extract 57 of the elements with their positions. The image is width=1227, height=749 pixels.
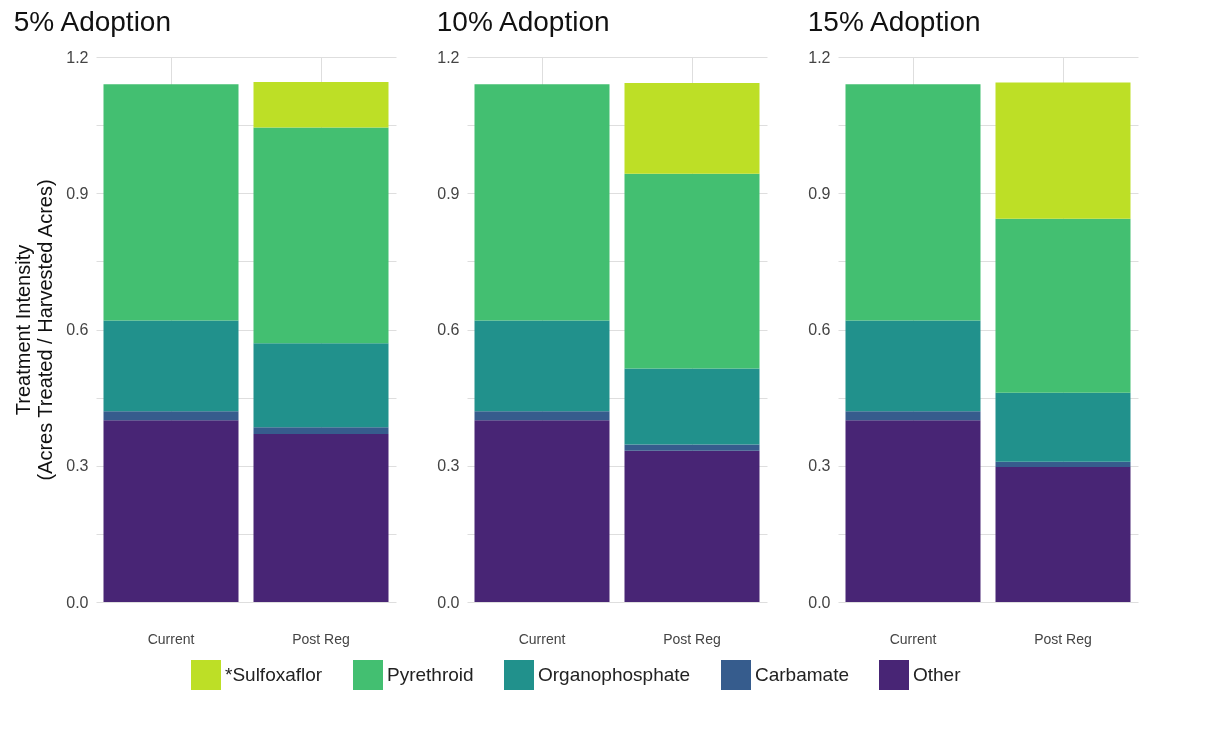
chart-title: 15% Adoption [807, 6, 981, 37]
legend-label: Other [913, 664, 962, 685]
chart-title: 10% Adoption [436, 6, 610, 37]
bar [624, 444, 760, 451]
y-tick-label: 0.9 [808, 184, 831, 202]
legend-label: Pyrethroid [387, 664, 474, 685]
bar [474, 84, 610, 321]
y-tick-label: 0.0 [437, 593, 460, 611]
y-tick-label: 0.0 [66, 593, 89, 611]
bar [103, 420, 239, 602]
y-tick-label: 1.2 [808, 48, 831, 66]
bar [995, 392, 1131, 462]
bar [624, 173, 760, 369]
legend-label: Organophosphate [538, 664, 691, 685]
bar [624, 368, 760, 445]
bar [995, 218, 1131, 393]
bar [253, 343, 389, 428]
bar [103, 411, 239, 421]
bar [995, 467, 1131, 602]
bar [845, 84, 981, 321]
bar [845, 320, 981, 412]
y-tick-label: 0.9 [437, 184, 460, 202]
bar [845, 420, 981, 602]
bar [103, 84, 239, 321]
x-tick-label: Post Reg [1034, 630, 1092, 647]
y-tick-label: 0.3 [437, 457, 460, 475]
y-tick-label: 0.3 [66, 457, 89, 475]
bar [253, 433, 389, 602]
chart-title: 5% Adoption [13, 6, 172, 37]
y-tick-label: 0.3 [808, 457, 831, 475]
bar [474, 411, 610, 421]
bar [474, 420, 610, 602]
legend-label: Carbamate [755, 664, 849, 685]
y-tick-label: 0.6 [808, 321, 831, 338]
y-tick-label: 0.0 [808, 593, 831, 611]
bar [624, 450, 760, 602]
bar [995, 82, 1131, 219]
x-tick-label: Current [889, 630, 937, 647]
y-tick-label: 0.6 [437, 321, 460, 338]
bar [845, 411, 981, 421]
x-tick-label: Current [518, 630, 566, 647]
bar [474, 320, 610, 412]
x-tick-label: Post Reg [663, 630, 721, 647]
x-tick-label: Current [147, 630, 195, 647]
y-tick-label: 1.2 [66, 48, 89, 66]
y-tick-label: 0.9 [66, 184, 89, 202]
y-axis-title: Treatment Intensity (Acres Treated / Harvested Acres) [12, 179, 57, 481]
bar [103, 320, 239, 412]
bar [253, 81, 389, 128]
y-tick-label: 0.6 [66, 321, 89, 338]
y-tick-label: 1.2 [437, 48, 460, 66]
x-tick-label: Post Reg [292, 630, 350, 647]
bar [253, 127, 389, 344]
bar [624, 82, 760, 174]
legend-label: *Sulfoxaflor [225, 664, 323, 685]
bar [995, 461, 1131, 468]
bar [253, 427, 389, 434]
